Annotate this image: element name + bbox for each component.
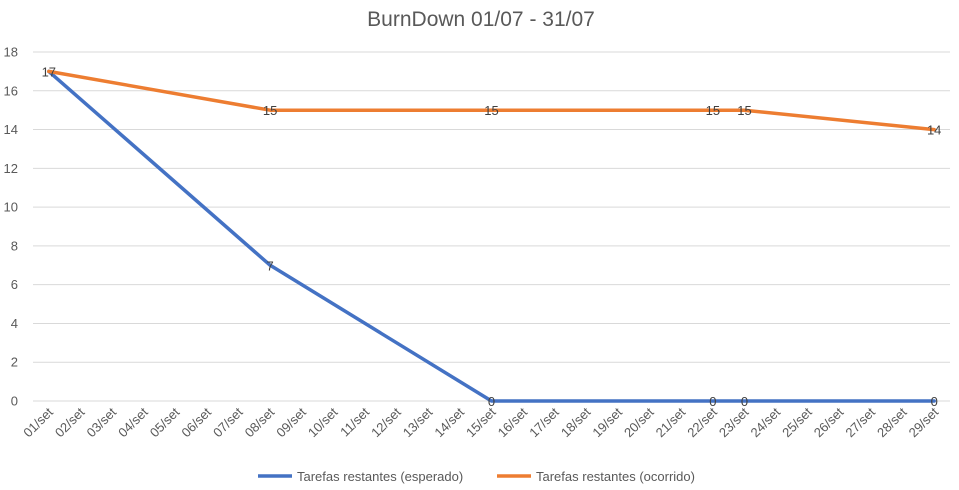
x-tick-label: 10/set bbox=[305, 404, 341, 440]
x-tick-label: 11/set bbox=[337, 404, 372, 439]
x-tick-label: 16/set bbox=[495, 404, 531, 440]
x-tick-label: 27/set bbox=[842, 404, 878, 440]
x-tick-label: 05/set bbox=[147, 404, 183, 440]
x-tick-label: 17/set bbox=[526, 404, 562, 440]
y-axis-tick-labels: 0 2 4 6 8 10 12 14 16 18 bbox=[4, 45, 18, 409]
x-tick-label: 09/set bbox=[273, 404, 309, 440]
y-tick-label: 2 bbox=[11, 355, 18, 370]
x-tick-label: 25/set bbox=[779, 404, 815, 440]
x-tick-label: 29/set bbox=[906, 404, 942, 440]
x-tick-label: 01/set bbox=[20, 404, 56, 440]
y-tick-label: 16 bbox=[4, 83, 18, 98]
gridlines bbox=[33, 51, 950, 402]
data-label: 17 bbox=[42, 64, 56, 79]
x-tick-label: 28/set bbox=[874, 404, 910, 440]
series-lines bbox=[47, 69, 936, 403]
x-tick-label: 06/set bbox=[178, 404, 214, 440]
x-tick-label: 21/set bbox=[653, 404, 689, 440]
y-tick-label: 0 bbox=[11, 394, 18, 409]
x-tick-label: 18/set bbox=[558, 404, 594, 440]
chart-title: BurnDown 01/07 - 31/07 bbox=[367, 8, 595, 31]
data-label: 0 bbox=[741, 394, 748, 409]
x-tick-label: 03/set bbox=[84, 404, 120, 440]
x-tick-label: 15/set bbox=[463, 404, 499, 440]
legend-label: Tarefas restantes (ocorrido) bbox=[536, 469, 695, 484]
series-line-0 bbox=[47, 69, 936, 403]
x-tick-label: 13/set bbox=[400, 404, 436, 440]
y-tick-label: 12 bbox=[4, 161, 18, 176]
data-label: 15 bbox=[484, 103, 498, 118]
x-tick-label: 22/set bbox=[684, 404, 720, 440]
y-tick-label: 14 bbox=[4, 122, 18, 137]
x-tick-label: 12/set bbox=[368, 404, 404, 440]
y-tick-label: 4 bbox=[11, 316, 18, 331]
x-tick-label: 07/set bbox=[210, 404, 246, 440]
data-label: 14 bbox=[927, 123, 941, 138]
data-label: 0 bbox=[931, 394, 938, 409]
data-label: 15 bbox=[706, 103, 720, 118]
y-tick-label: 8 bbox=[11, 238, 18, 253]
x-tick-label: 14/set bbox=[431, 404, 467, 440]
data-label: 0 bbox=[709, 394, 716, 409]
x-tick-label: 04/set bbox=[115, 404, 151, 440]
data-label: 7 bbox=[267, 258, 274, 273]
x-tick-label: 24/set bbox=[748, 404, 784, 440]
data-label: 0 bbox=[488, 394, 495, 409]
data-labels: 7 0 0 0 0 17 15 15 15 15 14 bbox=[42, 64, 942, 409]
legend: Tarefas restantes (esperado) Tarefas rest… bbox=[258, 469, 695, 484]
y-tick-label: 10 bbox=[4, 200, 18, 215]
legend-label: Tarefas restantes (esperado) bbox=[297, 469, 463, 484]
x-tick-label: 19/set bbox=[589, 404, 625, 440]
x-tick-label: 08/set bbox=[242, 404, 278, 440]
y-tick-label: 6 bbox=[11, 277, 18, 292]
data-label: 15 bbox=[737, 103, 751, 118]
x-tick-label: 23/set bbox=[716, 404, 752, 440]
x-axis-tick-labels: 01/set02/set03/set04/set05/set06/set07/s… bbox=[20, 404, 941, 440]
x-tick-label: 02/set bbox=[52, 404, 88, 440]
data-label: 15 bbox=[263, 103, 277, 118]
y-tick-label: 18 bbox=[4, 45, 18, 60]
x-tick-label: 26/set bbox=[811, 404, 847, 440]
x-tick-label: 20/set bbox=[621, 404, 657, 440]
series-line-1 bbox=[47, 69, 936, 132]
